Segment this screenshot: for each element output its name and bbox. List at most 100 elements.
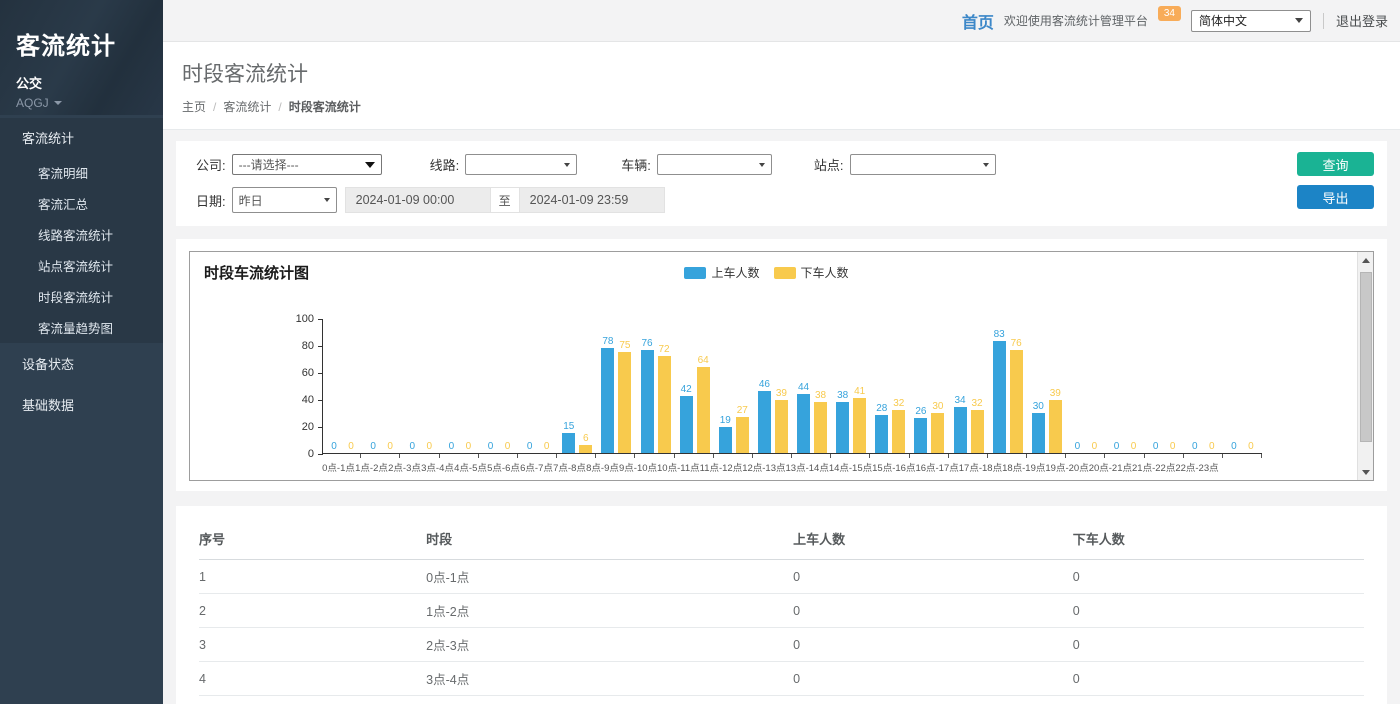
bar-上车人数[interactable]: 46 <box>758 379 771 453</box>
sidebar-subitem-客流明细[interactable]: 客流明细 <box>0 157 163 188</box>
bar-下车人数[interactable]: 27 <box>736 405 749 454</box>
bar-上车人数[interactable]: 26 <box>914 406 927 453</box>
sidebar-item-客流统计[interactable]: 客流统计 <box>0 118 163 157</box>
table-row[interactable]: 10点-1点00 <box>199 560 1364 594</box>
bar-下车人数[interactable]: 41 <box>853 386 866 453</box>
language-select[interactable]: 简体中文 <box>1191 10 1311 32</box>
bar-下车人数[interactable]: 0 <box>1166 441 1179 453</box>
bar-上车人数[interactable]: 0 <box>1071 441 1084 453</box>
bar-rect <box>1032 413 1045 454</box>
bar-上车人数[interactable]: 30 <box>1032 401 1045 454</box>
bar-上车人数[interactable]: 0 <box>1227 441 1240 453</box>
bar-上车人数[interactable]: 38 <box>836 390 849 453</box>
bar-上车人数[interactable]: 0 <box>328 441 341 453</box>
bar-下车人数[interactable]: 64 <box>697 355 710 453</box>
date-end-input[interactable]: 2024-01-09 23:59 <box>519 187 665 213</box>
bar-下车人数[interactable]: 38 <box>814 390 827 453</box>
bar-上车人数[interactable]: 0 <box>484 441 497 453</box>
sidebar-item-设备状态[interactable]: 设备状态 <box>0 343 163 384</box>
home-link[interactable]: 首页 <box>962 9 994 33</box>
chart-category-2点-3点: 00 <box>401 319 440 453</box>
bar-下车人数[interactable]: 0 <box>345 441 358 453</box>
bar-rect <box>775 400 788 453</box>
chart-plot-wrap: 0204060801000000000000001567875767242641… <box>322 319 1262 474</box>
notification-badge[interactable]: 34 <box>1158 6 1181 21</box>
bar-下车人数[interactable]: 39 <box>1049 388 1062 453</box>
scrollbar-up-arrow-icon[interactable] <box>1358 252 1374 268</box>
sidebar-subitem-时段客流统计[interactable]: 时段客流统计 <box>0 281 163 312</box>
breadcrumb-home[interactable]: 主页 <box>182 98 206 115</box>
sidebar-item-基础数据[interactable]: 基础数据 <box>0 384 163 425</box>
sidebar-subitem-站点客流统计[interactable]: 站点客流统计 <box>0 250 163 281</box>
x-axis-label: 22点-23点 <box>1175 460 1218 474</box>
sidebar-subitem-客流量趋势图[interactable]: 客流量趋势图 <box>0 312 163 343</box>
bar-上车人数[interactable]: 78 <box>601 336 614 453</box>
line-select[interactable] <box>465 154 577 175</box>
bar-下车人数[interactable]: 6 <box>579 433 592 453</box>
table-row[interactable]: 43点-4点00 <box>199 662 1364 696</box>
bar-下车人数[interactable]: 0 <box>540 441 553 453</box>
sidebar-logo-area: 客流统计 公交 AQGJ <box>0 0 163 115</box>
table-row[interactable]: 32点-3点00 <box>199 628 1364 662</box>
station-select[interactable] <box>850 154 996 175</box>
bar-下车人数[interactable]: 76 <box>1010 338 1023 453</box>
bar-下车人数[interactable]: 72 <box>658 344 671 453</box>
bar-上车人数[interactable]: 83 <box>993 329 1006 453</box>
bar-下车人数[interactable]: 32 <box>892 398 905 453</box>
bar-上车人数[interactable]: 0 <box>523 441 536 453</box>
vehicle-select[interactable] <box>657 154 772 175</box>
bar-下车人数[interactable]: 0 <box>423 441 436 453</box>
table-cell: 4点-5点 <box>426 696 793 704</box>
line-label: 线路: <box>430 155 460 174</box>
bar-下车人数[interactable]: 0 <box>1127 441 1140 453</box>
bar-上车人数[interactable]: 34 <box>954 395 967 453</box>
bar-上车人数[interactable]: 42 <box>680 384 693 453</box>
bar-rect <box>875 415 888 453</box>
y-axis-tick <box>318 373 323 374</box>
scrollbar-down-arrow-icon[interactable] <box>1358 464 1374 480</box>
chart-scrollbar[interactable] <box>1357 252 1373 480</box>
y-axis-tick <box>318 319 323 320</box>
bar-上车人数[interactable]: 0 <box>1149 441 1162 453</box>
breadcrumb-separator: / <box>213 100 216 114</box>
company-select[interactable]: ---请选择--- <box>232 154 382 175</box>
bar-上车人数[interactable]: 28 <box>875 403 888 453</box>
bar-上车人数[interactable]: 0 <box>445 441 458 453</box>
table-row[interactable]: 54点-5点00 <box>199 696 1364 704</box>
bar-下车人数[interactable]: 0 <box>1088 441 1101 453</box>
bar-上车人数[interactable]: 0 <box>1188 441 1201 453</box>
legend-item-下车人数[interactable]: 下车人数 <box>774 264 849 281</box>
bar-下车人数[interactable]: 30 <box>931 401 944 454</box>
logout-link[interactable]: 退出登录 <box>1336 11 1388 30</box>
org-code-dropdown[interactable]: AQGJ <box>16 96 163 110</box>
bar-上车人数[interactable]: 19 <box>719 415 732 453</box>
query-button[interactable]: 查询 <box>1297 152 1374 176</box>
bar-下车人数[interactable]: 0 <box>462 441 475 453</box>
bar-上车人数[interactable]: 44 <box>797 382 810 453</box>
legend-item-上车人数[interactable]: 上车人数 <box>684 264 759 281</box>
bar-下车人数[interactable]: 39 <box>775 388 788 453</box>
date-preset-select[interactable]: 昨日 <box>232 187 337 213</box>
bar-下车人数[interactable]: 0 <box>1244 441 1257 453</box>
export-button[interactable]: 导出 <box>1297 185 1374 209</box>
bar-上车人数[interactable]: 76 <box>641 338 654 453</box>
breadcrumb-section[interactable]: 客流统计 <box>223 98 271 115</box>
bar-下车人数[interactable]: 32 <box>971 398 984 453</box>
bar-上车人数[interactable]: 0 <box>367 441 380 453</box>
table-cell: 3点-4点 <box>426 662 793 696</box>
scrollbar-thumb[interactable] <box>1360 272 1372 442</box>
bar-下车人数[interactable]: 75 <box>618 340 631 453</box>
sidebar-subitem-线路客流统计[interactable]: 线路客流统计 <box>0 219 163 250</box>
bar-value-label: 41 <box>854 386 865 397</box>
bar-下车人数[interactable]: 0 <box>1205 441 1218 453</box>
bar-上车人数[interactable]: 15 <box>562 421 575 453</box>
date-start-input[interactable]: 2024-01-09 00:00 <box>345 187 491 213</box>
bar-下车人数[interactable]: 0 <box>501 441 514 453</box>
table-row[interactable]: 21点-2点00 <box>199 594 1364 628</box>
bar-上车人数[interactable]: 0 <box>406 441 419 453</box>
sidebar-subitem-客流汇总[interactable]: 客流汇总 <box>0 188 163 219</box>
bar-上车人数[interactable]: 0 <box>1110 441 1123 453</box>
chart-category-7点-8点: 7875 <box>597 319 636 453</box>
bar-下车人数[interactable]: 0 <box>384 441 397 453</box>
bar-value-label: 38 <box>815 390 826 401</box>
